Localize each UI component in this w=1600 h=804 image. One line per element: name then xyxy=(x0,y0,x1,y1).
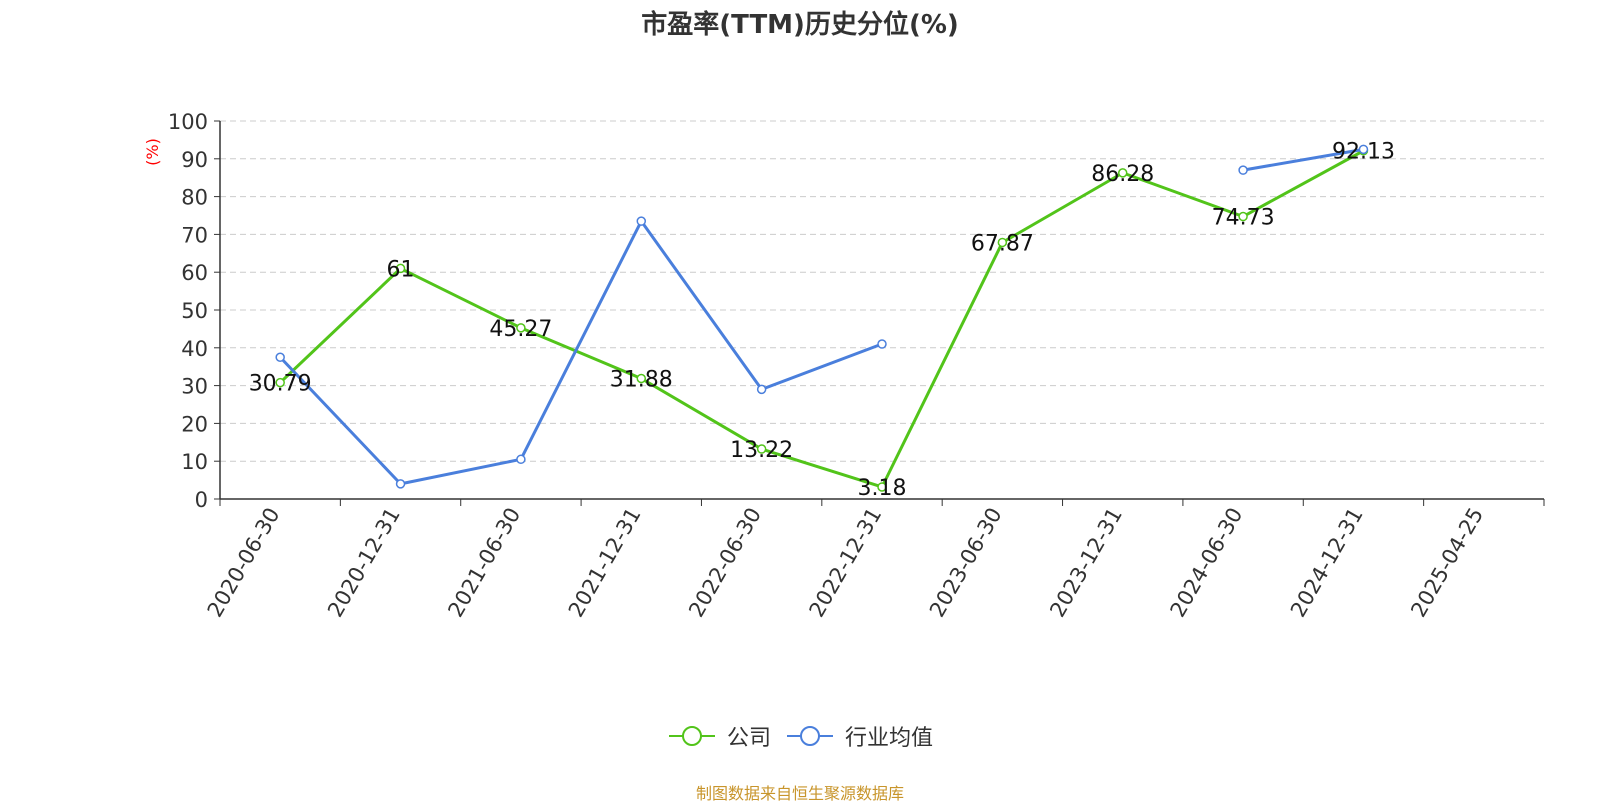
y-tick-label: 100 xyxy=(168,110,208,134)
axes: 0 10 20 30 40 50 60 70 80 90 100 2020-06-30 2020-12-… xyxy=(168,110,1545,622)
legend-label-company: 公司 xyxy=(726,726,771,751)
y-tick-label: 70 xyxy=(181,223,208,247)
legend-label-industry: 行业均值 xyxy=(845,726,934,751)
data-point[interactable] xyxy=(516,323,526,333)
legend-item-company[interactable]: 公司 xyxy=(667,720,771,752)
x-tick-label: 2022-06-30 xyxy=(684,504,766,622)
data-label: 13.22 xyxy=(730,438,793,463)
data-label: 3.18 xyxy=(858,476,907,501)
data-point[interactable] xyxy=(636,373,647,384)
x-tick-label: 2021-12-31 xyxy=(564,504,646,622)
x-tick-label: 2024-12-31 xyxy=(1286,504,1368,622)
data-point[interactable] xyxy=(756,384,767,395)
y-tick-label: 20 xyxy=(181,412,208,436)
y-tick-label: 80 xyxy=(181,186,208,210)
x-tick-label: 2022-12-31 xyxy=(805,504,887,622)
y-tick-label: 50 xyxy=(181,299,208,323)
x-tick-label: 2020-12-31 xyxy=(323,503,405,621)
x-tick-label: 2023-12-31 xyxy=(1045,504,1127,622)
data-label: 30.79 xyxy=(249,372,312,397)
data-label: 74.73 xyxy=(1212,206,1275,231)
y-tick-label: 10 xyxy=(181,450,208,474)
data-point[interactable] xyxy=(756,444,767,454)
data-label: 61 xyxy=(387,257,415,282)
data-label: 92.13 xyxy=(1332,140,1395,165)
y-tick-label: 90 xyxy=(181,148,208,172)
x-tick-label: 2024-06-30 xyxy=(1166,504,1248,622)
data-point[interactable] xyxy=(395,479,406,489)
series-lines xyxy=(275,144,1369,492)
x-tick-label: 2021-06-30 xyxy=(443,504,525,622)
legend-item-industry[interactable]: 行业均值 xyxy=(785,720,933,752)
legend-company-marker-icon xyxy=(668,726,715,746)
data-point[interactable] xyxy=(1117,168,1128,178)
x-tick-label: 2020-06-30 xyxy=(203,504,285,622)
series-line-1 xyxy=(279,219,883,486)
series-line-0 xyxy=(279,149,1365,489)
data-point[interactable] xyxy=(275,377,285,388)
y-tick-label: 40 xyxy=(181,337,208,361)
data-label: 31.88 xyxy=(610,367,673,392)
y-tick-label: 0 xyxy=(195,488,208,512)
data-label: 45.27 xyxy=(489,317,552,342)
source-note: 制图数据来自恒生聚源数据库 xyxy=(695,784,904,803)
data-point[interactable] xyxy=(997,237,1008,248)
legend: 公司 行业均值 xyxy=(0,720,1600,752)
y-tick-label: 60 xyxy=(181,261,208,285)
data-labels: 30.79 61 45.27 31.88 13.22 3.18 67.87 86.28 74.7… xyxy=(249,140,1395,501)
data-point[interactable] xyxy=(1238,165,1248,175)
legend-industry-marker-icon xyxy=(787,726,833,746)
x-tick-label: 2023-06-30 xyxy=(925,504,1007,622)
data-point[interactable] xyxy=(636,216,647,226)
data-point[interactable] xyxy=(877,482,887,492)
data-point[interactable] xyxy=(1358,144,1369,155)
y-tick-label: 30 xyxy=(181,375,208,399)
y-axis-unit-label: (%) xyxy=(143,138,162,166)
series-line-1 xyxy=(1242,147,1364,172)
data-point[interactable] xyxy=(395,263,406,274)
grid-lines xyxy=(220,120,1544,462)
data-label: 86.28 xyxy=(1091,162,1154,187)
data-point[interactable] xyxy=(877,339,887,349)
data-point[interactable] xyxy=(275,352,285,362)
x-tick-label: 2025-04-25 xyxy=(1406,504,1488,622)
data-point[interactable] xyxy=(516,454,526,465)
data-label: 67.87 xyxy=(971,231,1034,256)
data-point[interactable] xyxy=(1238,211,1248,222)
chart-title: 市盈率(TTM)历史分位(%) xyxy=(641,10,959,40)
